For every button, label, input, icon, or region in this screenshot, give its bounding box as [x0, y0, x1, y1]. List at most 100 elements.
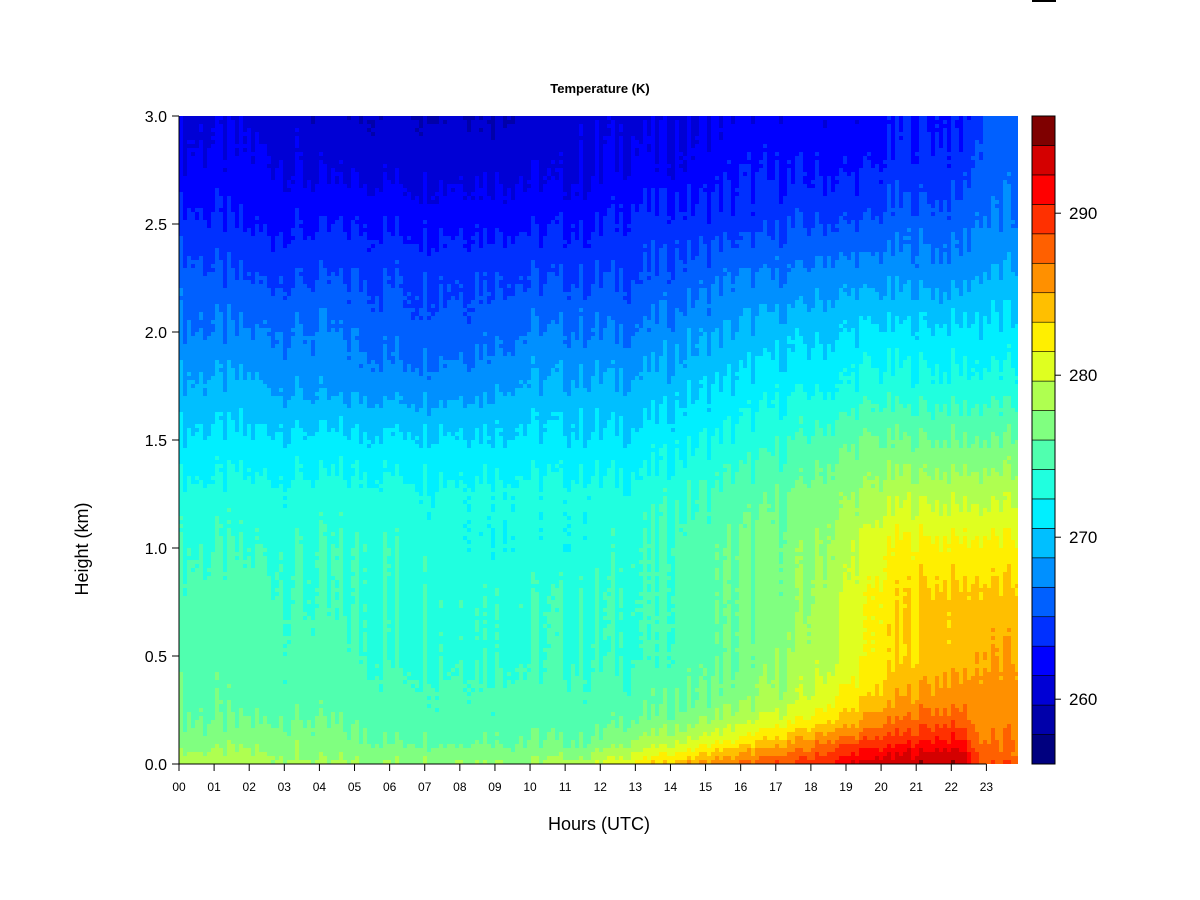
- heatmap-cell: [327, 612, 331, 616]
- heatmap-cell: [903, 320, 907, 360]
- heatmap-cell: [771, 524, 775, 680]
- heatmap-cell: [451, 436, 455, 480]
- heatmap-cell: [651, 444, 655, 448]
- heatmap-cell: [947, 264, 951, 300]
- heatmap-cell: [931, 512, 935, 544]
- heatmap-cell: [947, 164, 951, 168]
- heatmap-cell: [679, 732, 683, 744]
- heatmap-cell: [875, 292, 879, 324]
- heatmap-cell: [267, 164, 271, 168]
- heatmap-cell: [455, 760, 459, 764]
- heatmap-cell: [871, 632, 875, 636]
- heatmap-cell: [539, 532, 543, 536]
- heatmap-cell: [603, 748, 607, 760]
- heatmap-cell: [195, 752, 199, 764]
- heatmap-cell: [503, 488, 507, 492]
- heatmap-cell: [407, 672, 411, 676]
- heatmap-cell: [863, 640, 867, 644]
- heatmap-cell: [967, 120, 971, 188]
- heatmap-cell: [251, 236, 255, 284]
- heatmap-cell: [607, 748, 611, 756]
- heatmap-cell: [735, 636, 739, 648]
- heatmap-cell: [767, 512, 771, 684]
- heatmap-cell: [955, 748, 959, 764]
- heatmap-cell: [239, 532, 243, 708]
- heatmap-cell: [587, 240, 591, 244]
- heatmap-cell: [923, 708, 927, 724]
- heatmap-cell: [887, 240, 891, 276]
- heatmap-cell: [955, 672, 959, 708]
- heatmap-cell: [903, 192, 907, 236]
- heatmap-cell: [759, 168, 763, 232]
- heatmap-cell: [627, 496, 631, 696]
- heatmap-cell: [1003, 636, 1007, 728]
- heatmap-cell: [983, 368, 987, 404]
- heatmap-cell: [787, 116, 791, 160]
- heatmap-cell: [279, 716, 283, 756]
- heatmap-cell: [379, 488, 383, 492]
- heatmap-cell: [779, 580, 783, 584]
- heatmap-cell: [587, 760, 591, 764]
- heatmap-cell: [187, 428, 191, 476]
- heatmap-cell: [211, 264, 215, 268]
- heatmap-cell: [755, 684, 759, 688]
- heatmap-cell: [451, 672, 455, 676]
- heatmap-cell: [195, 424, 199, 428]
- heatmap-cell: [347, 740, 351, 764]
- heatmap-cell: [835, 180, 839, 184]
- heatmap-cell: [527, 236, 531, 276]
- heatmap-cell: [219, 120, 223, 124]
- heatmap-cell: [931, 264, 935, 300]
- heatmap-cell: [1007, 424, 1011, 456]
- heatmap-cell: [763, 748, 767, 756]
- heatmap-cell: [839, 372, 843, 380]
- heatmap-cell: [611, 120, 615, 196]
- heatmap-cell: [731, 716, 735, 732]
- heatmap-cell: [387, 116, 391, 180]
- heatmap-cell: [891, 256, 895, 300]
- heatmap-cell: [963, 180, 967, 228]
- heatmap-cell: [787, 268, 791, 272]
- heatmap-cell: [215, 456, 219, 460]
- heatmap-cell: [411, 244, 415, 308]
- heatmap-cell: [671, 116, 675, 180]
- heatmap-cell: [819, 224, 823, 256]
- heatmap-cell: [947, 644, 951, 688]
- heatmap-cell: [751, 668, 755, 712]
- colorbar-segment: [1031, 439, 1056, 470]
- heatmap-cell: [539, 500, 543, 512]
- heatmap-cell: [691, 116, 695, 148]
- heatmap-cell: [767, 712, 771, 728]
- heatmap-cell: [447, 360, 451, 400]
- heatmap-cell: [887, 652, 891, 660]
- heatmap-cell: [995, 360, 999, 400]
- heatmap-cell: [739, 360, 743, 408]
- heatmap-cell: [815, 528, 819, 660]
- heatmap-cell: [447, 672, 451, 676]
- heatmap-cell: [863, 696, 867, 712]
- heatmap-cell: [387, 568, 391, 572]
- heatmap-cell: [299, 468, 303, 472]
- heatmap-cell: [331, 536, 335, 544]
- heatmap-cell: [491, 504, 495, 512]
- heatmap-cell: [591, 284, 595, 328]
- heatmap-cell: [859, 740, 863, 748]
- heatmap-cell: [675, 244, 679, 248]
- heatmap-cell: [739, 240, 743, 268]
- heatmap-cell: [391, 352, 395, 356]
- heatmap-cell: [879, 592, 883, 604]
- heatmap-cell: [347, 648, 351, 652]
- heatmap-cell: [227, 512, 231, 520]
- heatmap-cell: [603, 628, 607, 640]
- heatmap-cell: [547, 168, 551, 176]
- heatmap-cell: [995, 312, 999, 360]
- colorbar-segment: [1031, 528, 1056, 559]
- heatmap-cell: [731, 292, 735, 340]
- heatmap-cell: [483, 228, 487, 272]
- heatmap-cell: [355, 216, 359, 220]
- heatmap-cell: [267, 328, 271, 332]
- heatmap-cell: [243, 280, 247, 328]
- heatmap-cell: [515, 284, 519, 340]
- heatmap-cell: [691, 156, 695, 160]
- heatmap-cell: [987, 476, 991, 512]
